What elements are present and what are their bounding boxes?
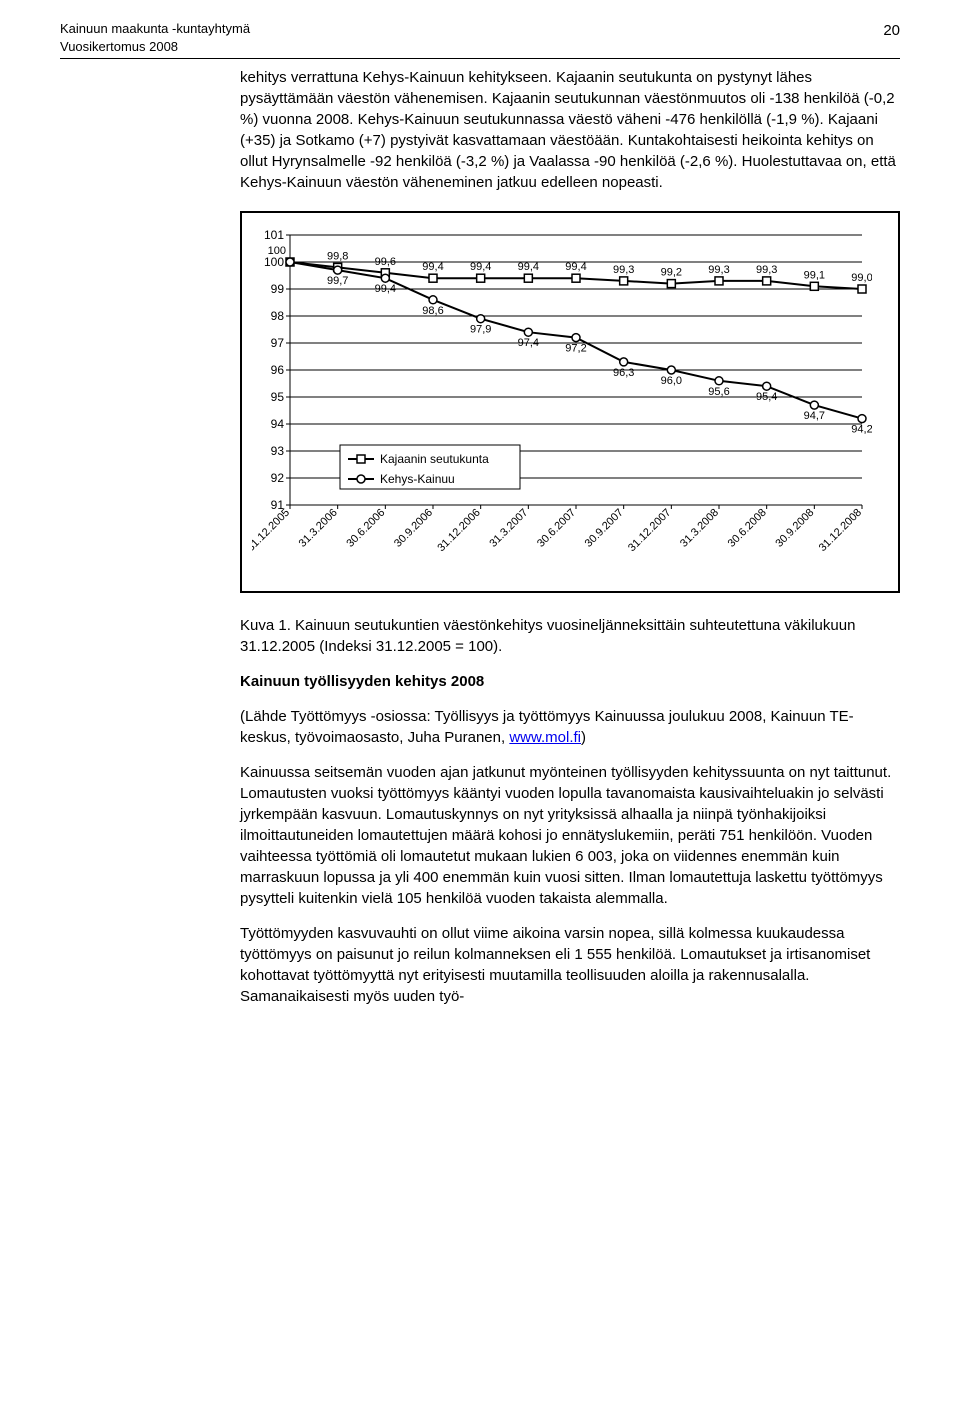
svg-text:94,2: 94,2 — [851, 424, 872, 436]
svg-text:99,7: 99,7 — [327, 275, 348, 287]
svg-text:30.9.2006: 30.9.2006 — [392, 507, 435, 550]
svg-text:30.6.2007: 30.6.2007 — [535, 507, 578, 550]
svg-text:96: 96 — [271, 363, 285, 377]
source-suffix: ) — [581, 729, 586, 746]
svg-text:99,4: 99,4 — [470, 262, 491, 274]
svg-text:99,3: 99,3 — [756, 264, 777, 276]
svg-text:96,0: 96,0 — [661, 375, 682, 387]
svg-text:96,3: 96,3 — [613, 367, 634, 379]
svg-text:Kajaanin seutukunta: Kajaanin seutukunta — [380, 452, 489, 466]
svg-text:99,3: 99,3 — [708, 264, 729, 276]
svg-text:99,8: 99,8 — [327, 251, 348, 263]
svg-text:94: 94 — [271, 417, 285, 431]
svg-text:31.3.2008: 31.3.2008 — [678, 507, 721, 550]
svg-text:95: 95 — [271, 390, 285, 404]
svg-text:30.9.2007: 30.9.2007 — [583, 507, 626, 550]
svg-text:99,4: 99,4 — [518, 262, 539, 274]
header-subtitle: Vuosikertomus 2008 — [60, 38, 250, 56]
svg-text:101: 101 — [264, 228, 284, 242]
svg-text:97,4: 97,4 — [518, 338, 539, 350]
svg-text:99,4: 99,4 — [375, 284, 396, 296]
content-column: kehitys verrattuna Kehys-Kainuun kehityk… — [240, 67, 900, 1007]
svg-text:92: 92 — [271, 471, 285, 485]
page-header: Kainuun maakunta -kuntayhtymä Vuosikerto… — [60, 20, 900, 59]
svg-text:31.12.2005: 31.12.2005 — [252, 507, 292, 554]
svg-text:99,4: 99,4 — [565, 262, 586, 274]
svg-text:94,7: 94,7 — [804, 410, 825, 422]
svg-text:100: 100 — [264, 255, 284, 269]
svg-text:99,0: 99,0 — [851, 272, 872, 284]
chart-container: 91929394959697989910010131.12.200531.3.2… — [240, 211, 900, 593]
paragraph-source: (Lähde Työttömyys -osiossa: Työllisyys j… — [240, 706, 900, 748]
figure-caption: Kuva 1. Kainuun seutukuntien väestönkehi… — [240, 615, 900, 657]
section-heading: Kainuun työllisyyden kehitys 2008 — [240, 671, 900, 692]
svg-text:30.6.2008: 30.6.2008 — [726, 507, 769, 550]
svg-text:99,3: 99,3 — [613, 264, 634, 276]
paragraph-4: Työttömyyden kasvuvauhti on ollut viime … — [240, 923, 900, 1007]
svg-text:31.3.2006: 31.3.2006 — [297, 507, 340, 550]
paragraph-1: kehitys verrattuna Kehys-Kainuun kehityk… — [240, 67, 900, 193]
line-chart: 91929394959697989910010131.12.200531.3.2… — [252, 225, 872, 585]
paragraph-3: Kainuussa seitsemän vuoden ajan jatkunut… — [240, 762, 900, 909]
svg-text:98,6: 98,6 — [422, 305, 443, 317]
svg-text:97: 97 — [271, 336, 285, 350]
svg-text:100: 100 — [268, 245, 286, 257]
svg-text:31.12.2008: 31.12.2008 — [817, 507, 864, 554]
svg-text:95,6: 95,6 — [708, 386, 729, 398]
header-org: Kainuun maakunta -kuntayhtymä — [60, 20, 250, 38]
svg-text:Kehys-Kainuu: Kehys-Kainuu — [380, 472, 455, 486]
svg-text:97,9: 97,9 — [470, 324, 491, 336]
svg-text:99,2: 99,2 — [661, 267, 682, 279]
source-link[interactable]: www.mol.fi — [509, 729, 581, 746]
svg-text:99: 99 — [271, 282, 285, 296]
svg-text:93: 93 — [271, 444, 285, 458]
svg-text:30.9.2008: 30.9.2008 — [773, 507, 816, 550]
svg-text:97,2: 97,2 — [565, 343, 586, 355]
svg-text:31.3.2007: 31.3.2007 — [487, 507, 530, 550]
svg-text:99,4: 99,4 — [422, 262, 443, 274]
svg-text:31.12.2007: 31.12.2007 — [626, 507, 673, 554]
svg-text:99,1: 99,1 — [804, 270, 825, 282]
svg-text:30.6.2006: 30.6.2006 — [344, 507, 387, 550]
svg-text:95,4: 95,4 — [756, 392, 777, 404]
svg-text:98: 98 — [271, 309, 285, 323]
svg-text:99,6: 99,6 — [375, 256, 396, 268]
page-number: 20 — [883, 20, 900, 56]
svg-text:31.12.2006: 31.12.2006 — [435, 507, 482, 554]
